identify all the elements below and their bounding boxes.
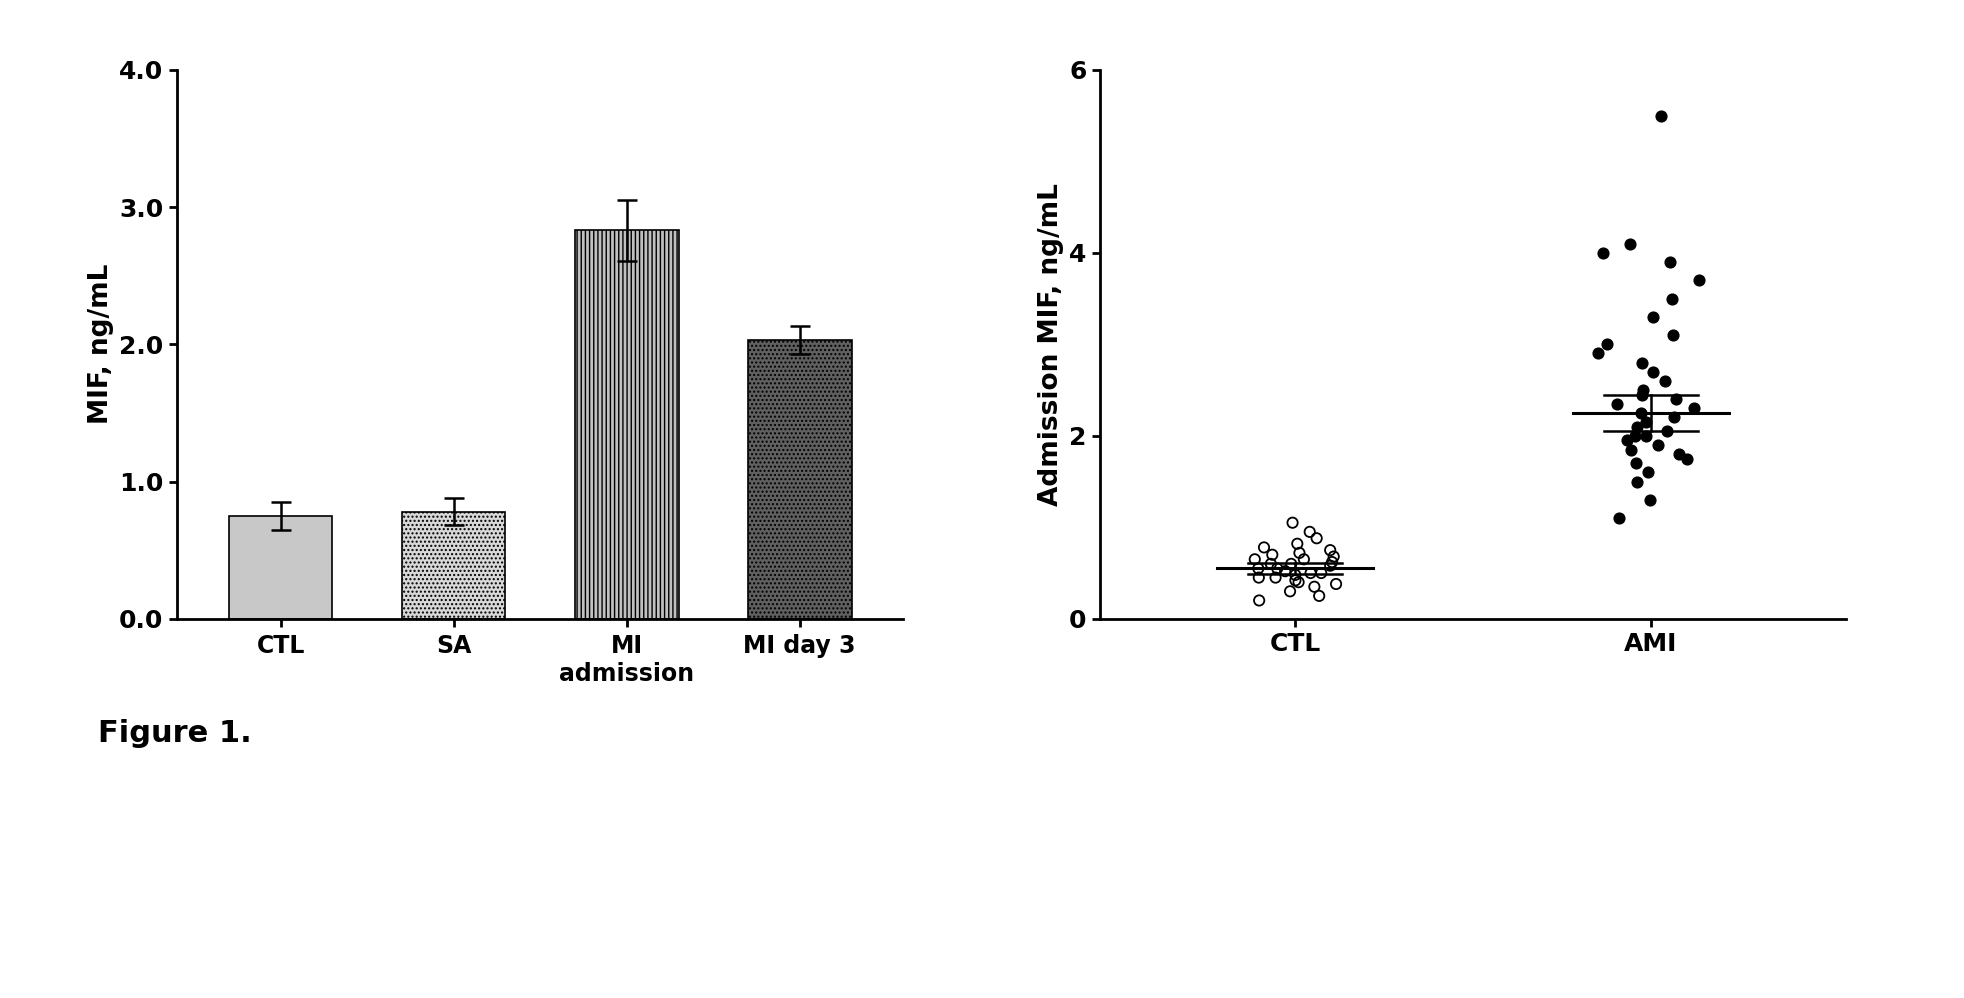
Point: [1658, 409, 1689, 425]
Point: [1642, 437, 1673, 453]
Point: [1320, 576, 1351, 592]
Point: [1646, 108, 1677, 124]
Point: [1261, 561, 1292, 577]
Point: [1601, 396, 1632, 412]
Point: [1603, 510, 1634, 526]
Point: [1275, 556, 1306, 572]
Point: [1239, 551, 1271, 567]
Y-axis label: Admission MIF, ng/mL: Admission MIF, ng/mL: [1037, 183, 1064, 506]
Bar: [403, 512, 505, 619]
Point: [1638, 309, 1669, 325]
Point: [1281, 573, 1312, 589]
Point: [1664, 446, 1695, 462]
Bar: [228, 516, 332, 619]
Point: [1591, 336, 1622, 352]
Point: [1622, 474, 1654, 490]
Point: [1281, 567, 1312, 583]
Point: [1620, 419, 1652, 435]
Point: [1275, 583, 1306, 599]
Point: [1632, 464, 1664, 480]
Point: [1269, 563, 1300, 579]
Point: [1257, 547, 1288, 563]
Point: [1282, 574, 1314, 590]
Point: [1618, 428, 1650, 444]
Point: [1610, 432, 1642, 448]
Point: [1614, 441, 1646, 457]
Point: [1255, 556, 1286, 572]
Point: [1656, 290, 1687, 306]
Point: [1304, 588, 1336, 604]
Point: [1626, 354, 1658, 370]
Point: [1630, 414, 1662, 430]
Point: [1243, 593, 1275, 609]
Point: [1306, 565, 1337, 581]
Point: [1294, 524, 1326, 540]
Point: [1658, 327, 1689, 343]
Point: [1662, 391, 1693, 407]
Point: [1277, 515, 1308, 531]
Point: [1620, 455, 1652, 471]
Point: [1654, 253, 1685, 269]
Point: [1318, 549, 1349, 565]
Point: [1634, 492, 1665, 508]
Point: [1294, 565, 1326, 581]
Point: [1243, 570, 1275, 586]
Point: [1243, 561, 1275, 577]
Y-axis label: MIF, ng/mL: MIF, ng/mL: [88, 264, 114, 424]
Point: [1630, 428, 1662, 444]
Point: [1638, 363, 1669, 379]
Point: [1581, 345, 1612, 361]
Point: [1626, 382, 1658, 398]
Point: [1282, 536, 1314, 552]
Point: [1671, 451, 1703, 467]
Point: [1259, 570, 1290, 586]
Point: [1614, 236, 1646, 251]
Point: [1626, 405, 1658, 421]
Point: [1652, 423, 1683, 439]
Point: [1300, 530, 1332, 546]
Point: [1316, 554, 1347, 570]
Point: [1298, 579, 1330, 595]
Point: [1314, 558, 1345, 574]
Bar: [748, 340, 852, 619]
Point: [1288, 551, 1320, 567]
Point: [1683, 272, 1715, 288]
Bar: [575, 231, 678, 619]
Point: [1587, 245, 1618, 260]
Point: [1650, 373, 1681, 389]
Point: [1679, 400, 1711, 416]
Point: [1284, 545, 1316, 561]
Point: [1314, 542, 1345, 558]
Point: [1626, 386, 1658, 402]
Point: [1249, 539, 1281, 555]
Text: Figure 1.: Figure 1.: [98, 719, 251, 748]
